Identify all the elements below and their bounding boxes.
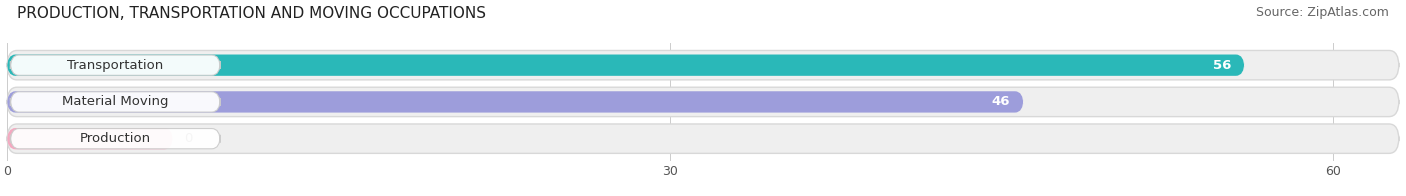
- Text: 56: 56: [1213, 59, 1232, 72]
- Text: Production: Production: [80, 132, 150, 145]
- FancyBboxPatch shape: [10, 129, 221, 149]
- FancyBboxPatch shape: [7, 128, 173, 149]
- Text: Transportation: Transportation: [67, 59, 163, 72]
- FancyBboxPatch shape: [7, 91, 1024, 113]
- FancyBboxPatch shape: [917, 93, 1017, 111]
- FancyBboxPatch shape: [7, 87, 1399, 117]
- FancyBboxPatch shape: [7, 124, 1399, 153]
- Text: Material Moving: Material Moving: [62, 95, 169, 108]
- FancyBboxPatch shape: [7, 51, 1399, 80]
- FancyBboxPatch shape: [1139, 56, 1237, 74]
- FancyBboxPatch shape: [10, 55, 221, 75]
- FancyBboxPatch shape: [7, 54, 1244, 76]
- Text: Source: ZipAtlas.com: Source: ZipAtlas.com: [1256, 6, 1389, 19]
- Text: 46: 46: [991, 95, 1010, 108]
- FancyBboxPatch shape: [10, 92, 221, 112]
- Text: PRODUCTION, TRANSPORTATION AND MOVING OCCUPATIONS: PRODUCTION, TRANSPORTATION AND MOVING OC…: [17, 6, 486, 21]
- Text: 0: 0: [184, 132, 193, 145]
